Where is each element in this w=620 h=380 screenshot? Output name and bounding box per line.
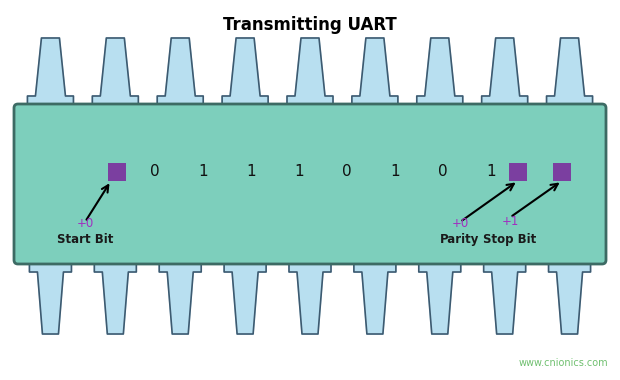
- Polygon shape: [482, 38, 528, 108]
- Polygon shape: [159, 260, 202, 334]
- Text: 1: 1: [390, 164, 400, 179]
- Text: 1: 1: [198, 164, 208, 179]
- Text: Parity: Parity: [440, 233, 480, 245]
- Polygon shape: [354, 260, 396, 334]
- Text: 0: 0: [438, 164, 448, 179]
- Polygon shape: [157, 38, 203, 108]
- Polygon shape: [549, 260, 591, 334]
- Polygon shape: [29, 260, 71, 334]
- Polygon shape: [222, 38, 268, 108]
- Polygon shape: [287, 38, 333, 108]
- Text: www.cnionics.com: www.cnionics.com: [518, 358, 608, 368]
- Bar: [553, 163, 571, 181]
- Text: 1: 1: [246, 164, 256, 179]
- Text: 1: 1: [294, 164, 304, 179]
- Text: 0: 0: [150, 164, 160, 179]
- Polygon shape: [547, 38, 593, 108]
- Polygon shape: [352, 38, 398, 108]
- Polygon shape: [27, 38, 73, 108]
- Bar: [509, 163, 527, 181]
- Text: Transmitting UART: Transmitting UART: [223, 16, 397, 34]
- Text: Stop Bit: Stop Bit: [484, 233, 537, 245]
- Text: +0: +0: [451, 217, 469, 230]
- Polygon shape: [417, 38, 463, 108]
- Polygon shape: [418, 260, 461, 334]
- Polygon shape: [289, 260, 331, 334]
- Text: +0: +0: [76, 217, 94, 230]
- Polygon shape: [94, 260, 136, 334]
- Polygon shape: [224, 260, 266, 334]
- Bar: [108, 163, 126, 181]
- Polygon shape: [92, 38, 138, 108]
- Text: Start Bit: Start Bit: [57, 233, 113, 245]
- Polygon shape: [484, 260, 526, 334]
- Text: 1: 1: [486, 164, 496, 179]
- Text: +1: +1: [502, 215, 519, 228]
- FancyBboxPatch shape: [14, 104, 606, 264]
- Text: 0: 0: [342, 164, 352, 179]
